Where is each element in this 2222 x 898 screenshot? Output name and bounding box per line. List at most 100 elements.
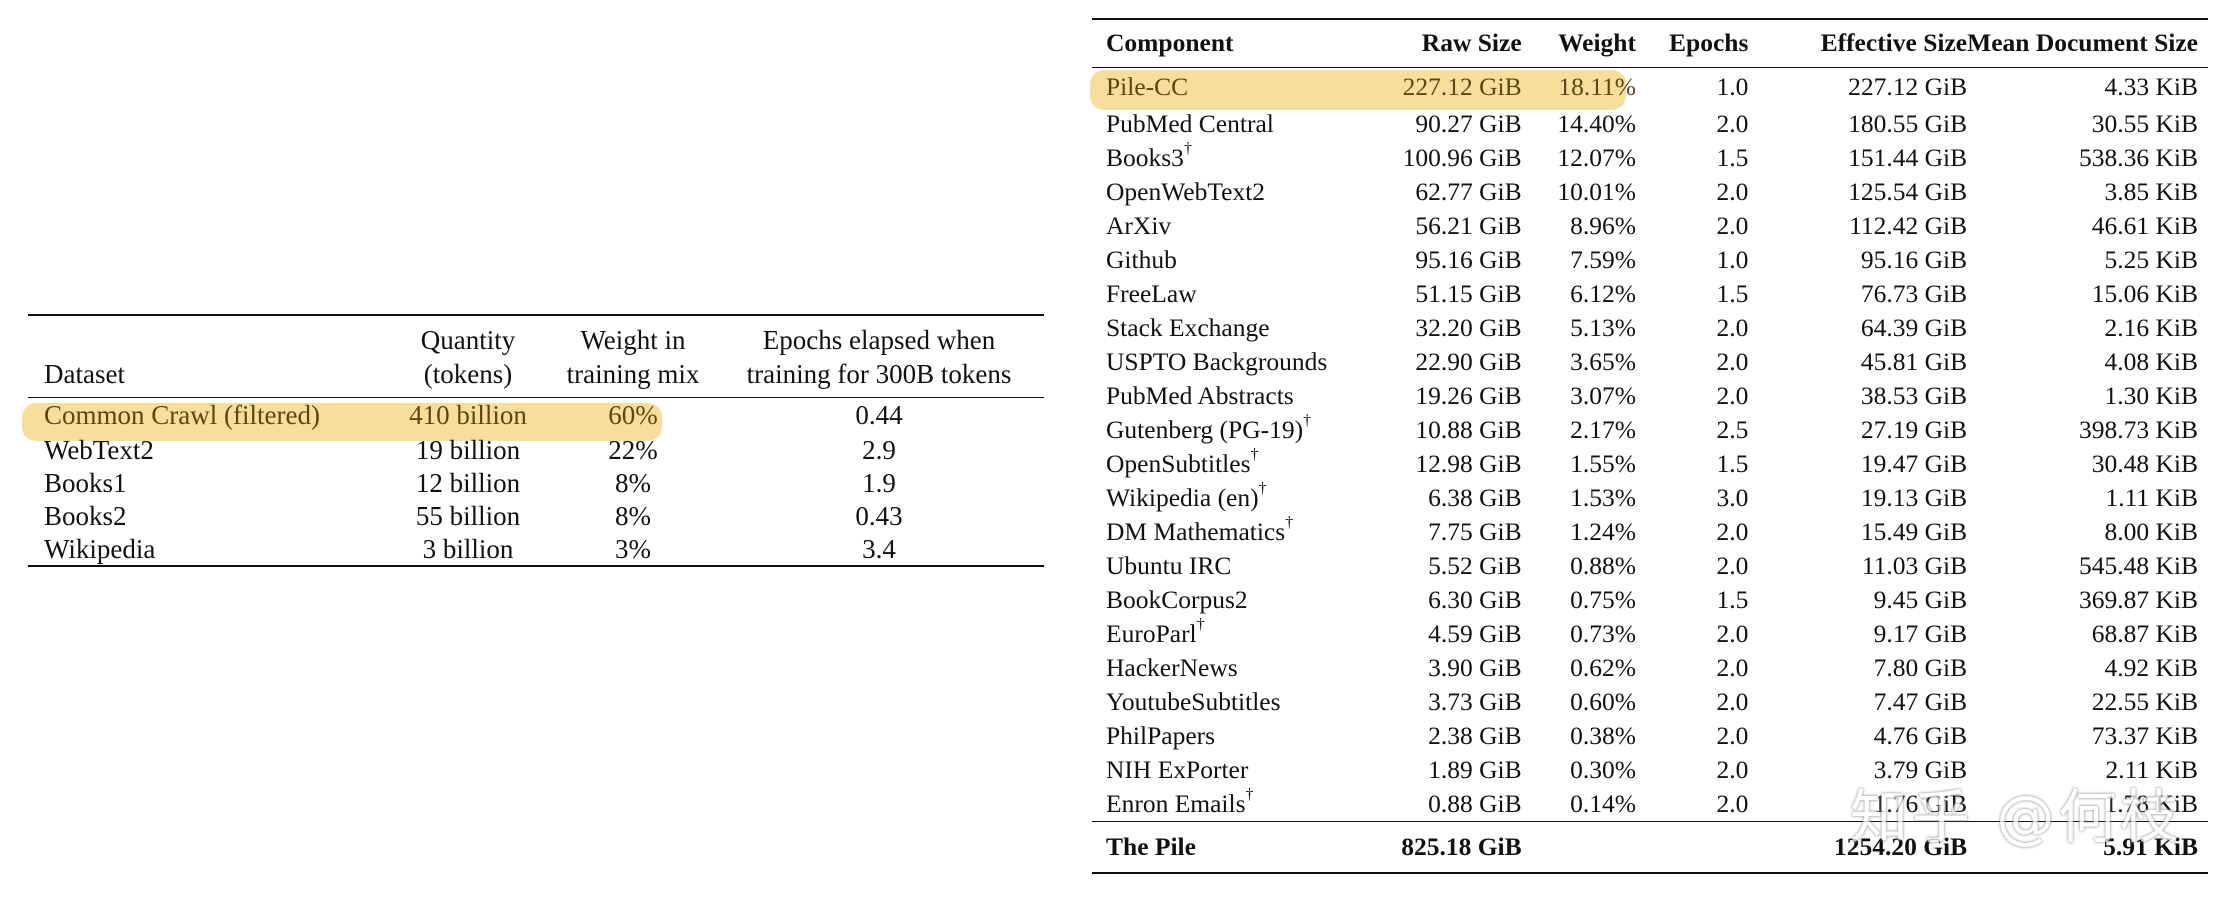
component-name: PubMed Abstracts xyxy=(1106,381,1294,410)
effective-size-cell: 227.12 GiB xyxy=(1848,72,1968,102)
effective-size-cell: 9.17 GiB xyxy=(1873,619,1968,648)
table-row: Enron Emails† 0.88 GiB 0.14% 2.0 1.76 GiB 1.7… xyxy=(1092,786,2208,821)
weight-cell: 5.13% xyxy=(1570,313,1636,342)
total-raw-size: 825.18 GiB xyxy=(1401,831,1522,861)
weight-cell: 0.14% xyxy=(1570,788,1636,818)
component-cell: OpenWebText2 xyxy=(1092,175,1359,209)
component-cell: PhilPapers xyxy=(1092,719,1359,753)
component-name: Stack Exchange xyxy=(1106,313,1270,342)
component-cell: Stack Exchange xyxy=(1092,311,1359,345)
weight-cell: 2.17% xyxy=(1570,415,1636,444)
raw-size-cell: 10.88 GiB xyxy=(1415,415,1522,444)
dagger-mark: † xyxy=(1258,480,1267,497)
epochs-cell: 2.0 xyxy=(1716,755,1749,784)
table-row: HackerNews 3.90 GiB 0.62% 2.0 7.80 GiB 4.92 K… xyxy=(1092,651,2208,685)
table-row: Gutenberg (PG-19)† 10.88 GiB 2.17% 2.5 27.19… xyxy=(1092,413,2208,447)
raw-size-cell: 227.12 GiB xyxy=(1402,72,1522,102)
epochs-cell: 2.0 xyxy=(1716,313,1749,342)
effective-size-cell: 7.47 GiB xyxy=(1873,687,1968,716)
gpt3-dataset-table: Dataset Quantity (tokens) Weight in traini… xyxy=(28,314,1044,567)
epochs-cell: 0.43 xyxy=(855,501,903,531)
dataset-cell: Common Crawl (filtered) xyxy=(44,400,320,431)
weight-cell: 0.60% xyxy=(1570,687,1636,716)
mean-doc-size-cell: 545.48 KiB xyxy=(2078,551,2198,580)
epochs-cell: 1.0 xyxy=(1716,245,1749,274)
raw-size-cell: 95.16 GiB xyxy=(1415,245,1522,274)
effective-size-cell: 19.13 GiB xyxy=(1860,483,1968,512)
highlight-pile-cc-row xyxy=(1090,70,1626,110)
raw-size-cell: 4.59 GiB xyxy=(1428,619,1522,648)
raw-size-cell: 6.30 GiB xyxy=(1428,585,1522,614)
table-row: Pile-CC 227.12 GiB 18.11% 1.0 227.12 GiB 4.33… xyxy=(1092,67,2208,107)
component-cell: FreeLaw xyxy=(1092,277,1359,311)
dagger-mark: † xyxy=(1183,140,1192,157)
dataset-cell: Books2 xyxy=(44,501,127,531)
weight-cell: 60% xyxy=(608,400,658,431)
weight-cell: 8.96% xyxy=(1570,211,1636,240)
mean-doc-size-cell: 4.92 KiB xyxy=(2104,653,2198,682)
epochs-cell: 3.4 xyxy=(862,533,896,564)
weight-cell: 7.59% xyxy=(1570,245,1636,274)
raw-size-cell: 19.26 GiB xyxy=(1415,381,1522,410)
component-name: Ubuntu IRC xyxy=(1106,551,1232,580)
weight-cell: 3.07% xyxy=(1570,381,1636,410)
quantity-cell: 3 billion xyxy=(422,533,514,564)
epochs-cell: 2.0 xyxy=(1716,109,1749,138)
epochs-cell: 1.9 xyxy=(862,468,896,498)
effective-size-cell: 9.45 GiB xyxy=(1873,585,1968,614)
table-row: Wikipedia (en)† 6.38 GiB 1.53% 3.0 19.13 GiB… xyxy=(1092,481,2208,515)
header-weight: Weight in training mix xyxy=(566,324,700,389)
weight-cell: 8% xyxy=(615,468,651,498)
epochs-cell: 1.5 xyxy=(1716,279,1749,308)
component-cell: HackerNews xyxy=(1092,651,1359,685)
quantity-cell: 55 billion xyxy=(415,501,521,531)
epochs-cell: 2.0 xyxy=(1716,517,1749,546)
table-row: EuroParl† 4.59 GiB 0.73% 2.0 9.17 GiB 68.87 K… xyxy=(1092,617,2208,651)
component-cell: USPTO Backgrounds xyxy=(1092,345,1359,379)
total-weight xyxy=(1522,821,1636,873)
epochs-cell: 2.0 xyxy=(1716,551,1749,580)
total-effective-size: 1254.20 GiB xyxy=(1833,831,1968,861)
table-row: PubMed Central 90.27 GiB 14.40% 2.0 180.55 G… xyxy=(1092,107,2208,141)
effective-size-cell: 3.79 GiB xyxy=(1873,755,1968,784)
effective-size-cell: 38.53 GiB xyxy=(1860,381,1968,410)
component-cell: Enron Emails† xyxy=(1092,786,1359,821)
component-name: USPTO Backgrounds xyxy=(1106,347,1328,376)
mean-doc-size-cell: 73.37 KiB xyxy=(2091,721,2198,750)
mean-doc-size-cell: 8.00 KiB xyxy=(2104,517,2198,546)
weight-cell: 0.73% xyxy=(1570,619,1636,648)
mean-doc-size-cell: 68.87 KiB xyxy=(2091,619,2198,648)
component-cell: Ubuntu IRC xyxy=(1092,549,1359,583)
component-cell: Gutenberg (PG-19)† xyxy=(1092,413,1359,447)
header-mean-doc-size: Mean Document Size xyxy=(1967,28,2198,58)
table-row: Wikipedia 3 billion 3% 3.4 xyxy=(28,533,1044,566)
raw-size-cell: 100.96 GiB xyxy=(1402,143,1522,172)
epochs-cell: 2.0 xyxy=(1716,653,1749,682)
table-row: Github 95.16 GiB 7.59% 1.0 95.16 GiB 5.25 KiB xyxy=(1092,243,2208,277)
table-row: OpenSubtitles† 12.98 GiB 1.55% 1.5 19.47 GiB… xyxy=(1092,447,2208,481)
raw-size-cell: 56.21 GiB xyxy=(1415,211,1522,240)
component-name: DM Mathematics xyxy=(1106,517,1286,546)
component-name: NIH ExPorter xyxy=(1106,755,1249,784)
mean-doc-size-cell: 1.11 KiB xyxy=(2105,483,2198,512)
table-row: OpenWebText2 62.77 GiB 10.01% 2.0 125.54 GiB… xyxy=(1092,175,2208,209)
effective-size-cell: 95.16 GiB xyxy=(1860,245,1968,274)
table-row: Stack Exchange 32.20 GiB 5.13% 2.0 64.39 GiB… xyxy=(1092,311,2208,345)
weight-cell: 8% xyxy=(615,501,651,531)
epochs-cell: 2.0 xyxy=(1716,347,1749,376)
header-component: Component xyxy=(1106,28,1234,58)
epochs-cell: 2.0 xyxy=(1716,211,1749,240)
mean-doc-size-cell: 22.55 KiB xyxy=(2091,687,2198,716)
table-row: Books2 55 billion 8% 0.43 xyxy=(28,500,1044,533)
component-cell: EuroParl† xyxy=(1092,617,1359,651)
header-effective-size: Effective Size xyxy=(1820,28,1968,58)
header-quantity: Quantity (tokens) xyxy=(420,324,516,389)
weight-cell: 10.01% xyxy=(1557,177,1636,206)
mean-doc-size-cell: 369.87 KiB xyxy=(2078,585,2198,614)
component-name: OpenSubtitles xyxy=(1106,449,1251,478)
dagger-mark: † xyxy=(1250,446,1259,463)
table-row: WebText2 19 billion 22% 2.9 xyxy=(28,434,1044,467)
effective-size-cell: 76.73 GiB xyxy=(1860,279,1968,308)
component-name: PubMed Central xyxy=(1106,109,1274,138)
component-name: FreeLaw xyxy=(1106,279,1197,308)
